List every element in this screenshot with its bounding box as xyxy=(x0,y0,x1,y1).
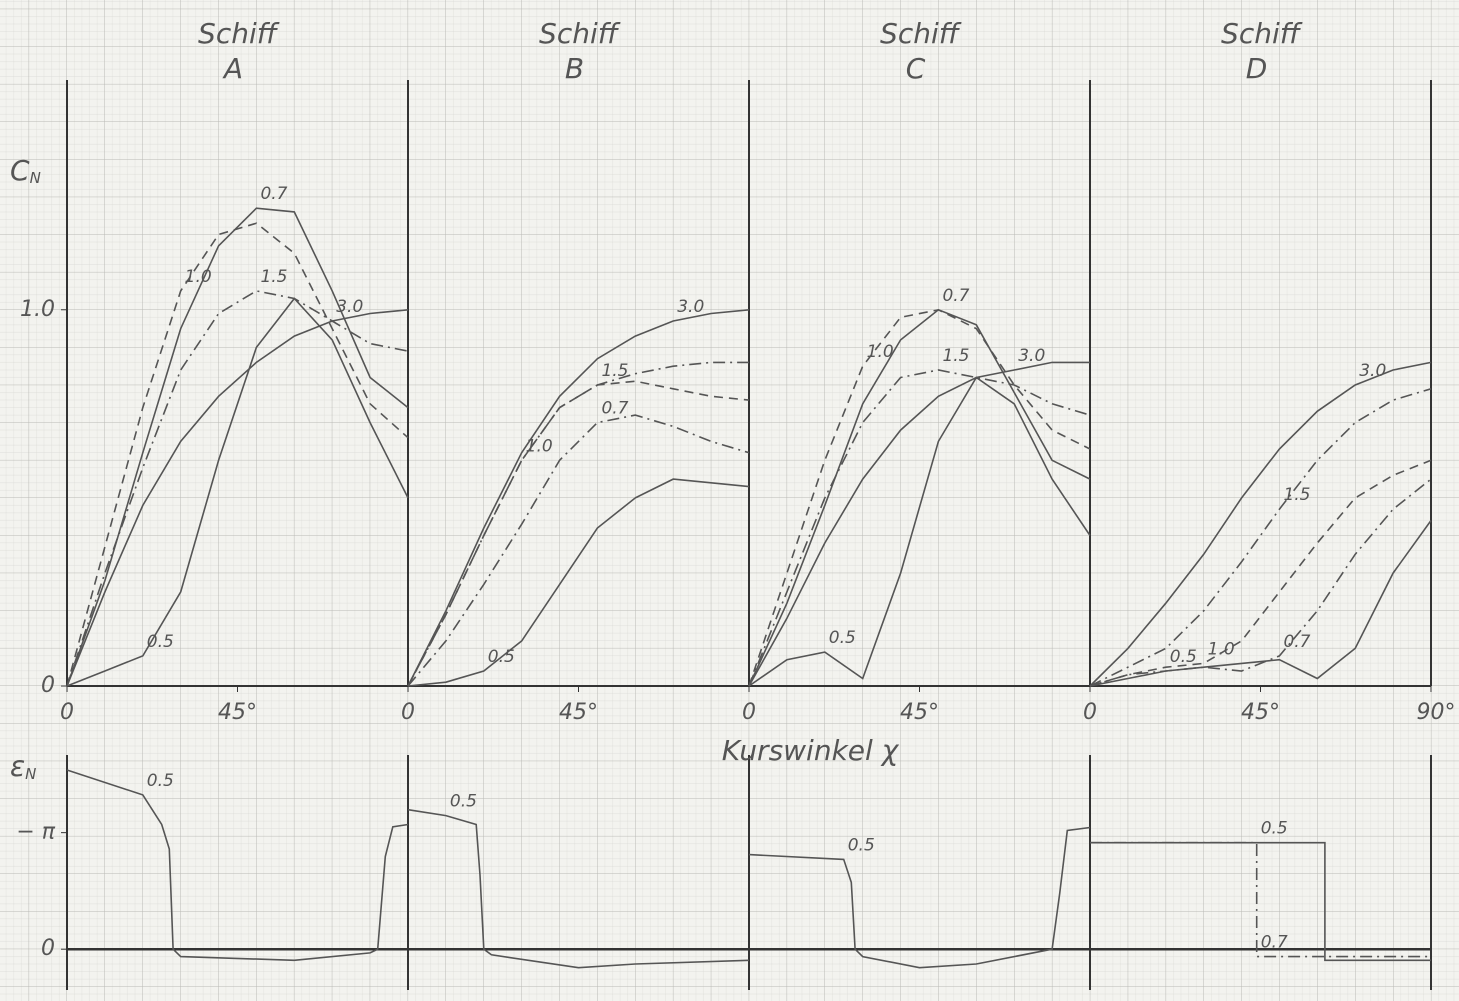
panel-title: Schiff xyxy=(198,17,280,50)
series-label: 0.7 xyxy=(260,184,287,204)
series-label: 0.7 xyxy=(1283,632,1310,652)
series-label: 1.5 xyxy=(260,267,287,287)
series-label: 3.0 xyxy=(1018,346,1045,366)
x-tick-label: 90° xyxy=(1417,700,1456,725)
series-label: 3.0 xyxy=(1359,361,1386,381)
y-tick-label: 0 xyxy=(41,936,55,961)
series-label: 0.5 xyxy=(147,632,174,652)
x-tick-label: 0 xyxy=(60,700,74,725)
series-label: 3.0 xyxy=(677,297,704,317)
x-axis-label: Kurswinkel χ xyxy=(722,734,900,767)
series-label: 0.5 xyxy=(147,771,174,791)
x-tick-label: 45° xyxy=(900,700,939,725)
series-label: 1.5 xyxy=(1283,485,1310,505)
y-label-main: ε xyxy=(10,750,25,783)
x-tick-label: 0 xyxy=(401,700,415,725)
panel-title: Schiff xyxy=(880,17,962,50)
y-tick-label: − π xyxy=(16,820,55,845)
series-label: 1.0 xyxy=(526,436,553,456)
chart: SchiffA045°01.0CNKurswinkel χ3.01.51.00.… xyxy=(0,0,1459,1001)
series-label: 0.5 xyxy=(1170,647,1197,667)
x-tick-label: 0 xyxy=(1083,700,1097,725)
series-label: 0.5 xyxy=(848,835,875,855)
series-label: 1.5 xyxy=(942,346,969,366)
series-label: 3.0 xyxy=(336,297,363,317)
y-label-sub: N xyxy=(30,169,41,187)
series-label: 1.0 xyxy=(1208,639,1235,659)
panel-subtitle: D xyxy=(1246,52,1268,85)
y-label-main: C xyxy=(10,154,30,187)
y-tick-label: 1.0 xyxy=(20,297,55,322)
series-label: 0.5 xyxy=(1261,819,1288,839)
series-label: 0.5 xyxy=(488,647,515,667)
panel-subtitle: C xyxy=(906,52,926,85)
panel-subtitle: B xyxy=(565,52,584,85)
series-label: 0.5 xyxy=(450,792,477,812)
series-label: 0.7 xyxy=(601,399,628,419)
y-tick-label: 0 xyxy=(41,673,55,698)
x-tick-label: 0 xyxy=(742,700,756,725)
series-label: 0.7 xyxy=(1261,933,1288,953)
y-label-sub: N xyxy=(25,765,36,783)
series-label: 0.7 xyxy=(942,286,969,306)
x-tick-label: 45° xyxy=(218,700,257,725)
panel-title: Schiff xyxy=(539,17,621,50)
panel-subtitle: A xyxy=(222,52,243,85)
x-tick-label: 45° xyxy=(1241,700,1280,725)
series-label: 1.5 xyxy=(601,361,628,381)
x-tick-label: 45° xyxy=(559,700,598,725)
panel-title: Schiff xyxy=(1221,17,1303,50)
series-label: 0.5 xyxy=(829,628,856,648)
